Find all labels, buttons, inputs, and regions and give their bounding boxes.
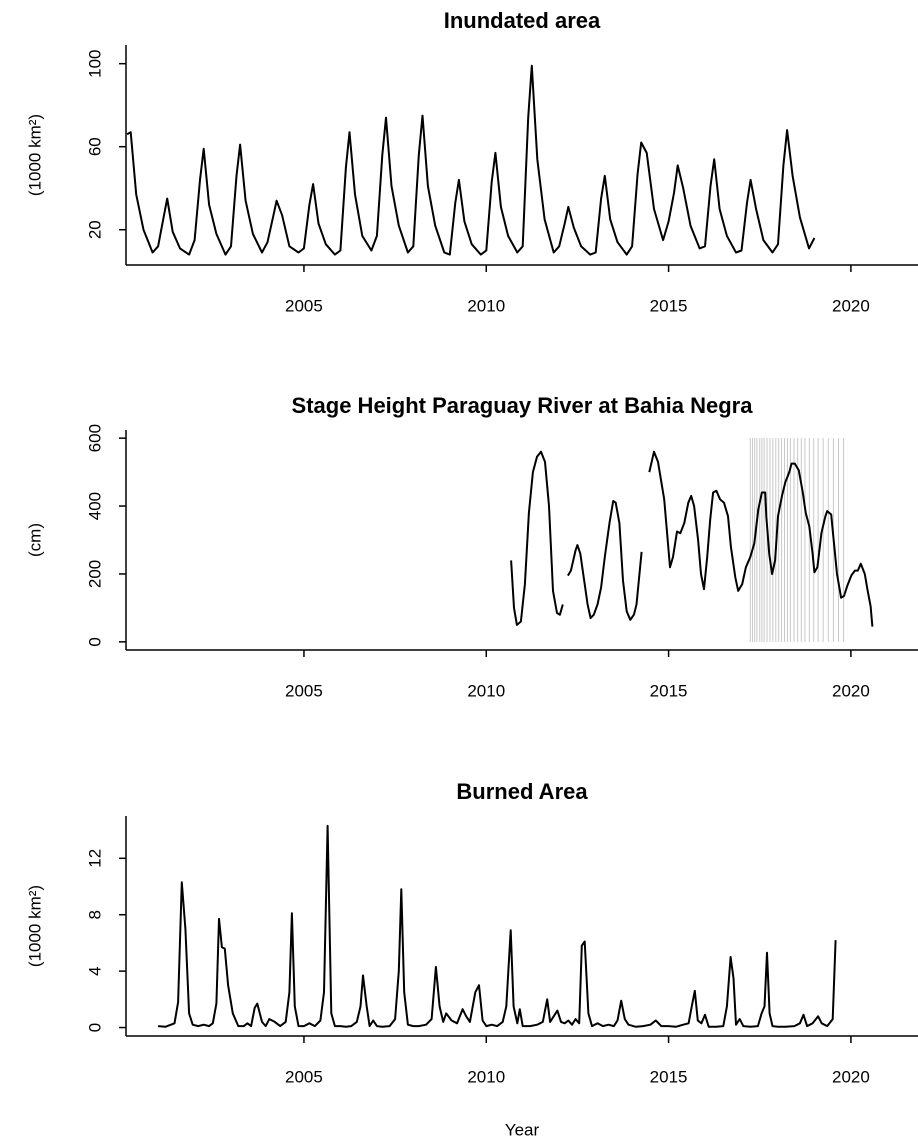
y-tick-label: 20 xyxy=(85,220,104,239)
x-tick-label: 2005 xyxy=(285,1067,323,1086)
y-axis-label: (1000 km²) xyxy=(25,885,44,967)
x-tick-label: 2015 xyxy=(650,681,688,700)
data-line xyxy=(126,64,816,256)
x-tick-label: 2020 xyxy=(832,296,870,315)
y-tick-label: 400 xyxy=(85,492,104,520)
x-tick-label: 2010 xyxy=(467,1067,505,1086)
x-tick-label: 2005 xyxy=(285,681,323,700)
y-tick-label: 4 xyxy=(85,966,104,975)
chart-title: Burned Area xyxy=(456,779,588,804)
y-axis-label: (1000 km²) xyxy=(25,114,44,196)
y-tick-label: 60 xyxy=(85,137,104,156)
y-tick-label: 0 xyxy=(85,1023,104,1032)
x-tick-label: 2020 xyxy=(832,681,870,700)
x-tick-label: 2015 xyxy=(650,1067,688,1086)
y-tick-label: 8 xyxy=(85,910,104,919)
y-axis-label: (cm) xyxy=(25,523,44,557)
chart-title: Inundated area xyxy=(444,8,601,33)
x-tick-label: 2010 xyxy=(467,681,505,700)
x-tick-label: 2005 xyxy=(285,296,323,315)
y-tick-label: 12 xyxy=(85,849,104,868)
y-tick-label: 200 xyxy=(85,560,104,588)
y-tick-label: 600 xyxy=(85,424,104,452)
data-line xyxy=(510,450,874,627)
y-tick-label: 0 xyxy=(85,637,104,646)
x-axis-label: Year xyxy=(505,1120,540,1139)
data-line xyxy=(158,824,837,1028)
chart-title: Stage Height Paraguay River at Bahia Neg… xyxy=(292,393,754,418)
x-tick-label: 2020 xyxy=(832,1067,870,1086)
x-tick-label: 2015 xyxy=(650,296,688,315)
y-tick-label: 100 xyxy=(85,49,104,77)
x-tick-label: 2010 xyxy=(467,296,505,315)
